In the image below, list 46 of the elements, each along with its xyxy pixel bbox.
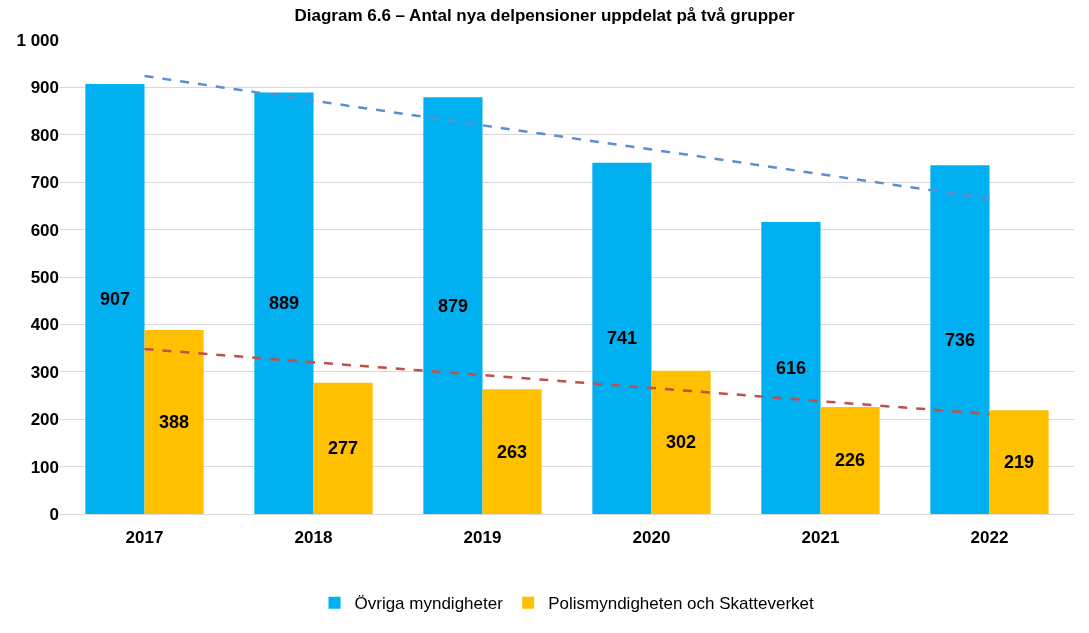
data-label: 736: [944, 329, 975, 350]
bar: [313, 382, 373, 514]
data-label: 889: [268, 293, 299, 314]
data-label: 263: [497, 441, 528, 462]
bar: [423, 97, 483, 514]
data-label: 277: [328, 438, 359, 459]
bar: [254, 92, 314, 514]
y-tick-label: 600: [30, 220, 59, 240]
legend-label: Polismyndigheten och Skatteverket: [548, 594, 814, 614]
y-tick-label: 1 000: [16, 30, 59, 50]
x-tick-label: 2020: [632, 528, 671, 548]
data-label: 219: [1004, 452, 1035, 473]
chart-title: Diagram 6.6 – Antal nya delpensioner uppdelat på två grupper: [294, 6, 795, 26]
y-tick-label: 200: [30, 410, 59, 430]
line-series: [143, 347, 991, 416]
bar: [820, 406, 880, 514]
data-label: 302: [666, 432, 697, 453]
line-series: [143, 74, 991, 201]
data-label: 879: [437, 295, 468, 316]
y-tick-label: 700: [30, 173, 59, 193]
y-tick-label: 100: [30, 457, 59, 477]
bar: [930, 165, 990, 514]
bar: [144, 330, 204, 514]
bar: [761, 222, 821, 514]
y-tick-label: 400: [30, 315, 59, 335]
data-label: 907: [99, 289, 130, 310]
bar: [989, 410, 1049, 514]
data-label: 388: [159, 412, 190, 433]
data-label: 616: [775, 358, 806, 379]
data-label: 741: [606, 328, 637, 349]
y-tick-label: 0: [49, 504, 59, 524]
bar: [651, 370, 711, 514]
legend-label: Övriga myndigheter: [354, 594, 504, 614]
bar: [592, 162, 652, 514]
bar: [482, 389, 542, 514]
data-label: 226: [835, 450, 866, 471]
y-tick-label: 900: [30, 78, 59, 98]
x-tick-label: 2021: [801, 528, 840, 548]
y-tick-label: 300: [30, 362, 59, 382]
y-tick-label: 800: [30, 125, 59, 145]
x-tick-label: 2017: [125, 528, 164, 548]
x-tick-label: 2022: [970, 528, 1009, 548]
y-tick-label: 500: [30, 267, 59, 287]
x-tick-label: 2018: [294, 528, 333, 548]
bar: [85, 84, 145, 514]
x-tick-label: 2019: [463, 528, 502, 548]
